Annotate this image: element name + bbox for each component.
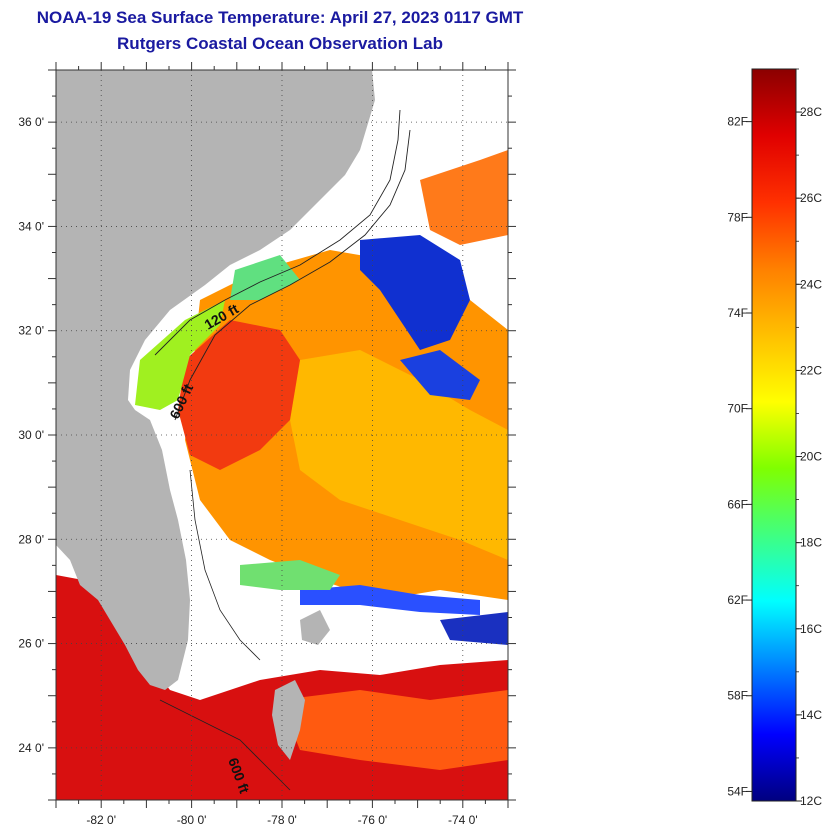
sst-region-shelf-hot xyxy=(178,320,300,470)
sst-region-south-orange xyxy=(280,690,508,770)
lat-tick-label: 24 0' xyxy=(18,741,44,755)
lon-tick-label: -76 0' xyxy=(358,813,388,827)
contour-south xyxy=(189,469,261,661)
lat-tick-label: 34 0' xyxy=(18,219,44,233)
land-mass xyxy=(56,70,375,690)
sst-region-mixed-band xyxy=(240,560,340,590)
sst-region-cold-north xyxy=(360,235,470,350)
colorbar-f-label: 70F xyxy=(727,402,748,416)
land-island-south xyxy=(272,680,305,760)
lon-tick-label: -78 0' xyxy=(267,813,297,827)
lon-tick-label: -82 0' xyxy=(86,813,116,827)
lat-tick-label: 30 0' xyxy=(18,428,44,442)
map-gridlines xyxy=(56,70,508,800)
colorbar-f-label: 58F xyxy=(727,689,748,703)
lat-tick-label: 32 0' xyxy=(18,324,44,338)
colorbar-c-label: 26C xyxy=(800,191,822,205)
colorbar-c-label: 24C xyxy=(800,277,822,291)
land-island-andros xyxy=(300,610,330,645)
lat-tick-label: 28 0' xyxy=(18,532,44,546)
colorbar-c-label: 28C xyxy=(800,105,822,119)
colorbar: 28C 26C 24C 22C 20C 18C 16C 14C 12C 82F 78F 74F 70F 6… xyxy=(727,68,822,808)
colorbar-c-label: 16C xyxy=(800,622,822,636)
sst-region-gulfstream xyxy=(290,350,508,560)
colorbar-c-label: 20C xyxy=(800,450,822,464)
colorbar-c-label: 14C xyxy=(800,708,822,722)
lon-tick-label: -74 0' xyxy=(448,813,478,827)
contour-south-2 xyxy=(159,699,291,791)
colorbar-c-label: 22C xyxy=(800,363,822,377)
sst-map: 120 ft 600 ft 600 ft xyxy=(56,70,508,800)
contour-120ft xyxy=(154,109,401,356)
lat-tick-label: 26 0' xyxy=(18,637,44,651)
colorbar-ticks: 28C 26C 24C 22C 20C 18C 16C 14C 12C 82F 78F 74F 70F 6… xyxy=(727,68,822,808)
map-axis-ticks: 36 0' 34 0' 32 0' 30 0' 28 0' 26 0' 24 0' -82 0… xyxy=(18,62,516,827)
colorbar-bar xyxy=(751,68,797,802)
colorbar-f-label: 78F xyxy=(727,210,748,224)
colorbar-f-label: 74F xyxy=(727,306,748,320)
sst-region-cold-streak-2 xyxy=(440,612,508,645)
lat-tick-label: 36 0' xyxy=(18,115,44,129)
colorbar-f-label: 54F xyxy=(727,784,748,798)
colorbar-c-label: 12C xyxy=(800,794,822,808)
lon-tick-label: -80 0' xyxy=(177,813,207,827)
map-title: NOAA-19 Sea Surface Temperature: April 2… xyxy=(36,8,524,27)
colorbar-f-label: 66F xyxy=(727,497,748,511)
sst-region-cold-streak-1 xyxy=(300,585,480,615)
colorbar-f-label: 62F xyxy=(727,593,748,607)
map-subtitle: Rutgers Coastal Ocean Observation Lab xyxy=(117,34,443,53)
contour-600ft xyxy=(174,129,411,421)
sst-region-cold-east xyxy=(400,350,480,400)
sst-region-north-warm xyxy=(420,150,508,245)
sst-region-shelf-cool xyxy=(135,300,225,410)
colorbar-f-label: 82F xyxy=(727,115,748,129)
colorbar-c-label: 18C xyxy=(800,536,822,550)
